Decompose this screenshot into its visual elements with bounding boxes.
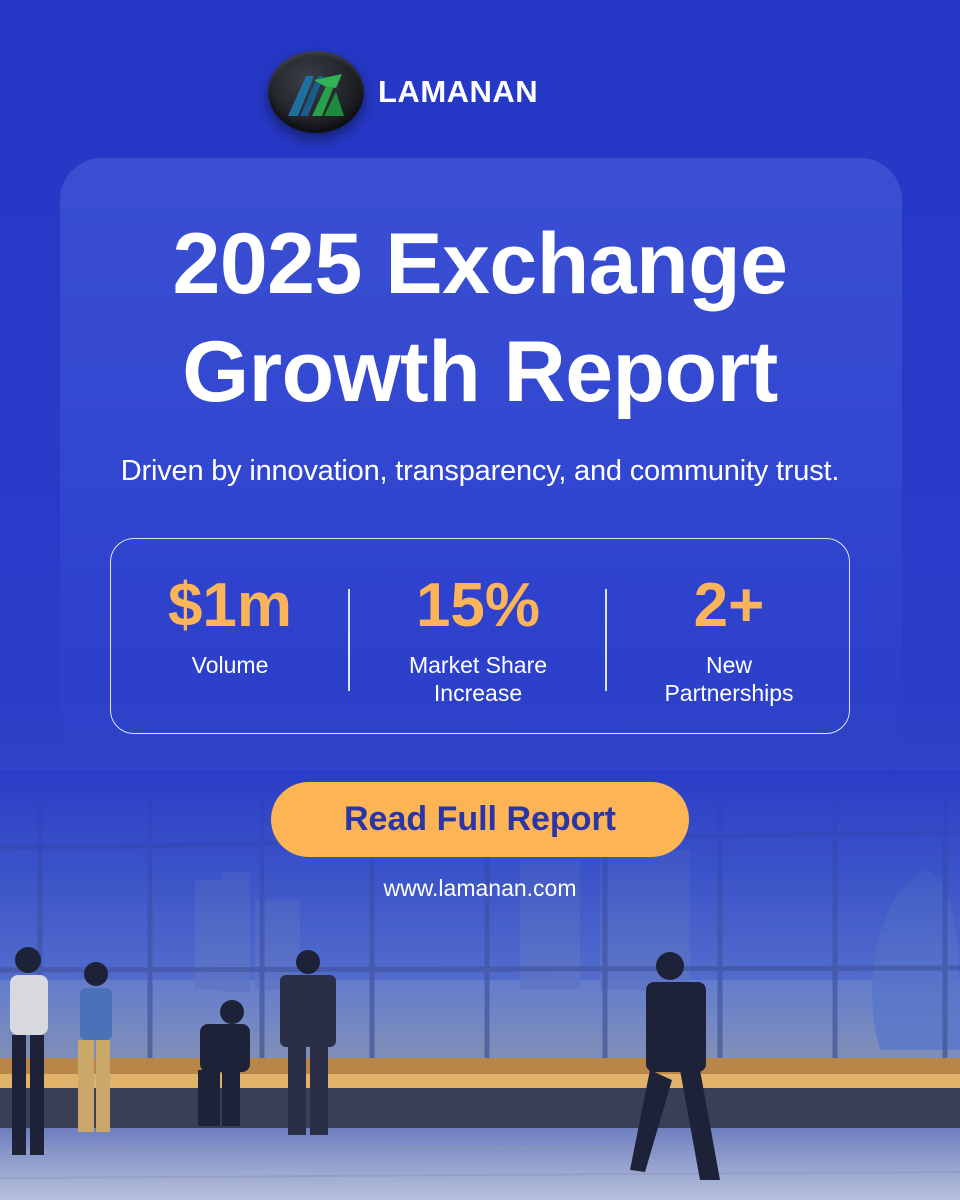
stat-volume: $1m Volume	[111, 539, 349, 735]
lamanan-logo-mark-icon	[288, 74, 344, 116]
lamanan-logo-icon	[268, 51, 364, 133]
stat-value: 2+	[693, 571, 765, 640]
stat-label-line: Volume	[191, 652, 269, 678]
stat-value: 15%	[415, 571, 541, 640]
stat-partnerships: 2+ New Partnerships	[607, 539, 851, 735]
stat-label: Market Share Increase	[351, 651, 605, 707]
stat-label-line: Partnerships	[664, 680, 794, 706]
page-title: 2025 Exchange Growth Report	[0, 210, 960, 426]
stat-divider	[605, 589, 607, 691]
subtitle: Driven by innovation, transparency, and …	[120, 455, 840, 487]
title-line-1: 2025 Exchange	[172, 216, 788, 312]
stat-label-line: New	[705, 652, 752, 678]
brand-name: LAMANAN	[378, 74, 539, 109]
title-line-2: Growth Report	[182, 324, 778, 420]
stat-label-line: Increase	[433, 680, 523, 706]
brand-header: LAMANAN	[268, 48, 538, 136]
stat-market-share: 15% Market Share Increase	[351, 539, 605, 735]
stat-value: $1m	[167, 571, 293, 640]
stat-label: Volume	[111, 651, 349, 679]
stat-divider	[348, 589, 350, 691]
website-link[interactable]: www.lamanan.com	[383, 875, 577, 901]
stat-label: New Partnerships	[607, 651, 851, 707]
read-full-report-button[interactable]: Read Full Report	[271, 782, 689, 857]
hero-card	[60, 158, 902, 778]
stat-label-line: Market Share	[408, 652, 548, 678]
stats-panel: $1m Volume 15% Market Share Increase 2+ …	[110, 538, 850, 734]
